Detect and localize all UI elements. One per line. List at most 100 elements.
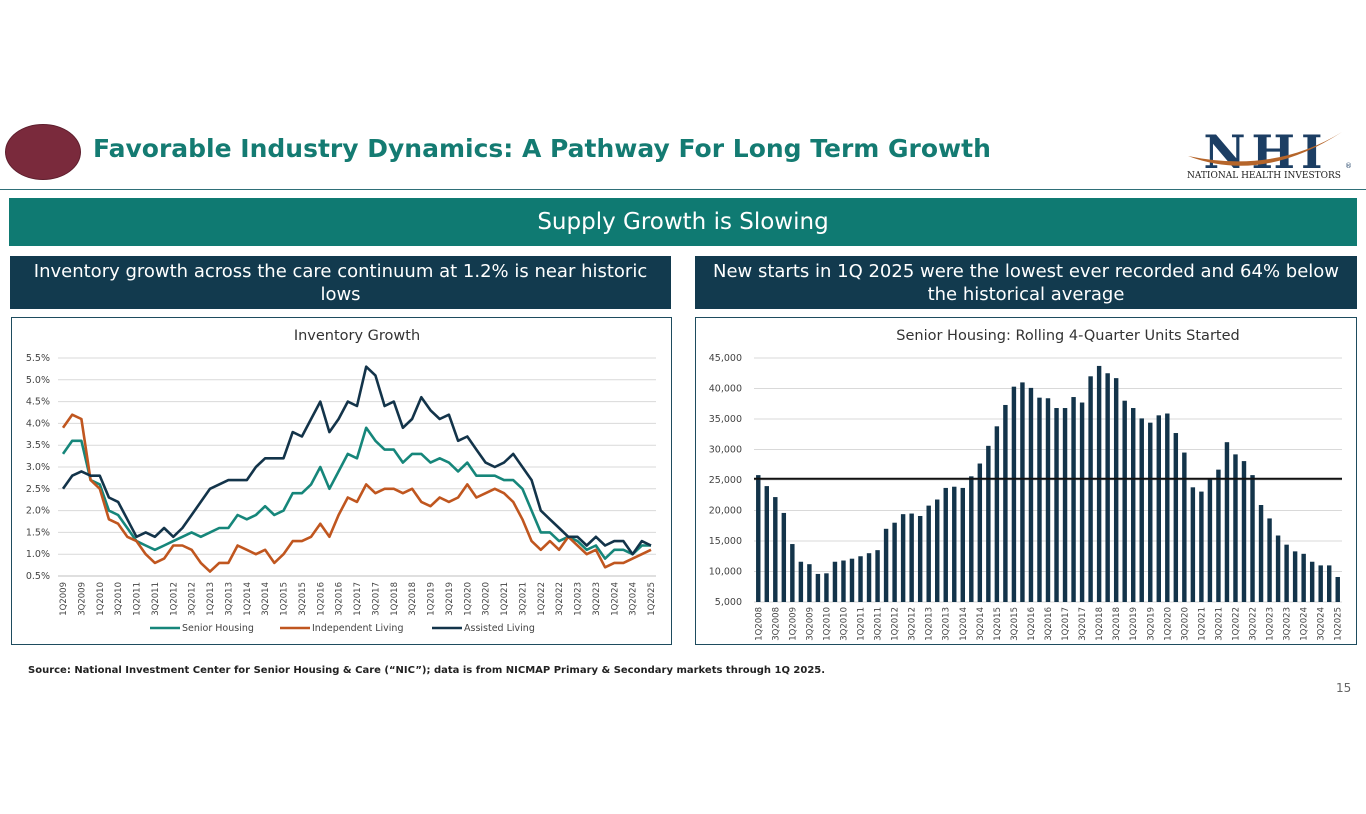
bar [1062,408,1068,602]
bar [1131,408,1136,602]
x-tick-label: 3Q2024 [1317,607,1327,641]
bar [1182,452,1187,602]
source-note: Source: National Investment Center for S… [28,665,826,676]
bar [977,463,983,602]
bar [1301,553,1306,602]
banner-text: Supply Growth is Slowing [537,209,829,235]
x-tick-label: 1Q2014 [243,582,253,616]
bar [1037,397,1042,602]
nhi-logo: NHI ® [1188,125,1352,179]
units-started-chart: Senior Housing: Rolling 4-Quarter Units … [709,328,1344,641]
bar [935,499,940,602]
x-tick-label: 3Q2015 [298,582,308,616]
bar [841,560,846,602]
x-tick-label: 1Q2020 [1163,607,1173,641]
y-tick-label: 20,000 [709,506,742,517]
bar [1003,404,1008,602]
bar [1199,491,1204,602]
x-tick-label: 1Q2019 [1129,607,1139,641]
bar [1088,376,1093,602]
bar [1054,408,1059,602]
logo-registered-mark: ® [1345,162,1352,170]
bar [926,505,931,602]
bar [1250,475,1255,602]
y-tick-label: 10,000 [709,567,742,578]
bar [1190,487,1196,602]
x-tick-label: 3Q2017 [371,582,381,616]
series-line-independent-living [61,413,652,573]
bar [1079,402,1085,602]
page-number: 15 [1336,681,1352,695]
bar [1148,422,1153,602]
logo-text: NATIONAL HEALTH INVESTORS [1187,171,1341,181]
bar [858,556,863,602]
x-tick-label: 1Q2015 [993,607,1003,641]
x-tick-label: 1Q2023 [1266,607,1276,641]
left-subheader-text: Inventory growth across the care continu… [33,260,648,305]
y-tick-label: 35,000 [709,414,742,425]
y-tick-label: 2.5% [26,484,50,495]
x-tick-label: 3Q2021 [1214,607,1224,641]
y-tick-label: 1.0% [26,549,50,560]
y-tick-label: 25,000 [709,475,742,486]
bar [1309,561,1315,602]
y-tick-label: 5.5% [26,353,50,364]
bar [1113,378,1119,602]
y-tick-label: 30,000 [709,445,742,456]
bar [1165,413,1170,602]
x-tick-label: 3Q2011 [874,607,884,641]
bar [824,573,829,602]
series-line-senior-housing [61,426,651,560]
y-tick-label: 0.5% [26,571,50,582]
legend-label-senior-housing: Senior Housing [182,623,254,634]
bar [1224,442,1230,602]
x-tick-label: 1Q2018 [1095,607,1105,641]
x-tick-label: 1Q2017 [353,582,363,616]
bar [1233,454,1238,602]
legend-label-assisted-living: Assisted Living [464,623,535,634]
x-tick-label: 1Q2021 [500,582,510,616]
bar [1327,565,1332,602]
bar [1292,551,1298,602]
x-tick-label: 3Q2020 [1180,607,1190,641]
bar [773,497,778,602]
bar [875,550,880,602]
x-tick-label: 3Q2008 [771,607,781,641]
x-tick-label: 1Q2008 [754,607,764,641]
series-line-assisted-living [61,365,652,556]
x-tick-label: 1Q2022 [537,582,547,616]
x-tick-label: 1Q2021 [1197,607,1207,641]
x-tick-label: 1Q2009 [788,607,798,641]
x-tick-label: 3Q2017 [1078,607,1088,641]
bar [1207,478,1213,602]
x-tick-label: 1Q2014 [959,607,969,641]
bar [1241,461,1247,602]
x-tick-label: 1Q2012 [891,607,901,641]
x-tick-label: 3Q2014 [261,582,271,616]
bar [1275,535,1281,602]
x-tick-label: 3Q2010 [839,607,849,641]
bar [764,486,769,602]
bar [807,564,812,602]
x-tick-label: 3Q2016 [1044,607,1054,641]
section-banner: Supply Growth is Slowing [9,198,1357,246]
bar [986,445,991,602]
bar [849,558,855,602]
x-tick-label: 1Q2010 [822,607,832,641]
chart-title: Inventory Growth [294,328,420,344]
x-tick-label: 3Q2015 [1010,607,1020,641]
x-tick-label: 3Q2014 [976,607,986,641]
bar [1105,373,1110,602]
x-tick-label: 1Q2015 [280,582,290,616]
bar [1258,505,1264,602]
bar [943,487,948,602]
y-tick-label: 15,000 [709,536,742,547]
x-tick-label: 3Q2023 [592,582,602,616]
x-tick-label: 3Q2022 [555,582,565,616]
x-tick-label: 1Q2023 [574,582,584,616]
x-tick-label: 1Q2018 [390,582,400,616]
bar [1122,400,1127,602]
bar [1139,418,1144,602]
bar [900,514,906,602]
x-tick-label: 3Q2019 [445,582,455,616]
